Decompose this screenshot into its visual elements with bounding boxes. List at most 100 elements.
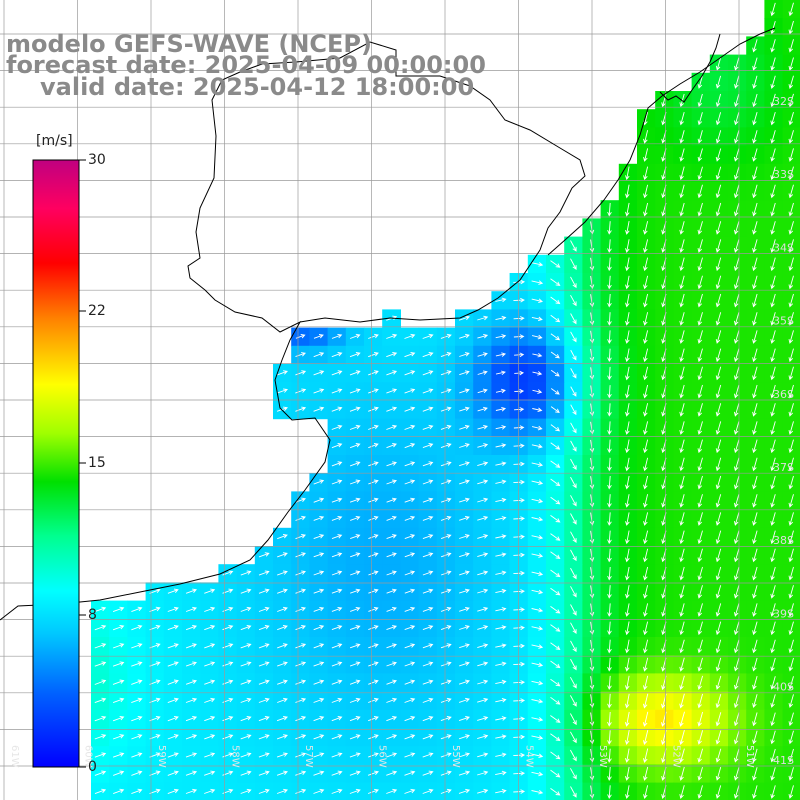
wind-arrow <box>477 370 488 375</box>
wind-arrow <box>112 679 125 685</box>
wind-arrow <box>531 262 544 267</box>
wind-arrow <box>295 734 307 740</box>
wind-arrow <box>643 585 649 599</box>
wind-arrow <box>679 585 685 599</box>
wind-arrow <box>788 2 794 17</box>
wind-arrow <box>733 239 740 253</box>
wind-arrow <box>313 788 325 794</box>
wind-arrow <box>386 370 398 376</box>
wind-arrow <box>550 624 561 632</box>
wind-arrow <box>477 643 489 649</box>
wind-arrow <box>295 716 307 722</box>
wind-arrow <box>570 622 577 634</box>
wind-arrow <box>531 298 544 304</box>
wind-arrow <box>697 166 703 180</box>
wind-arrow <box>715 57 722 71</box>
wind-arrow <box>570 368 577 379</box>
wind-arrow <box>404 752 416 758</box>
wind-arrow <box>277 625 288 631</box>
wind-arrow <box>276 770 288 776</box>
wind-arrow <box>570 404 577 416</box>
wind-arrow <box>440 716 452 722</box>
wind-arrow <box>733 384 740 399</box>
wind-arrow <box>295 534 306 540</box>
wind-arrow <box>550 642 561 650</box>
wind-arrow <box>258 588 270 594</box>
wind-arrow <box>331 333 343 339</box>
wind-arrow <box>570 567 577 580</box>
colorbar-tick-label: 30 <box>88 152 106 168</box>
wind-arrow <box>495 297 507 303</box>
wind-arrow <box>331 588 343 594</box>
wind-arrow <box>770 421 776 435</box>
wind-arrow <box>697 785 703 799</box>
wind-arrow <box>679 312 685 326</box>
wind-arrow <box>440 461 452 467</box>
wind-arrow <box>240 661 252 667</box>
wind-arrow <box>295 606 306 612</box>
wind-arrow <box>752 439 758 454</box>
wind-arrow <box>368 370 379 376</box>
wind-arrow <box>440 752 452 758</box>
wind-arrow <box>733 621 740 636</box>
wind-arrow <box>531 334 543 340</box>
wind-arrow <box>331 570 343 576</box>
wind-arrow <box>715 366 722 381</box>
wind-arrow <box>733 603 740 617</box>
wind-arrow <box>570 495 577 507</box>
wind-arrow <box>458 315 470 321</box>
wind-arrow <box>459 552 470 558</box>
wind-arrow <box>770 275 776 290</box>
wind-arrow <box>788 293 794 308</box>
wind-arrow <box>570 586 577 598</box>
wind-arrow <box>679 384 685 399</box>
wind-arrow <box>697 275 703 290</box>
wind-arrow <box>715 512 722 526</box>
wind-arrow <box>185 643 197 649</box>
wind-arrow <box>386 679 397 685</box>
wind-arrow <box>495 679 507 685</box>
wind-arrow <box>350 552 361 558</box>
wind-arrow <box>788 676 794 690</box>
wind-arrow <box>679 421 685 435</box>
wind-arrow <box>440 479 452 485</box>
wind-arrow <box>550 369 560 377</box>
wind-arrow <box>459 606 470 612</box>
wind-arrow <box>276 388 288 394</box>
wind-arrow <box>607 675 612 691</box>
wind-arrow <box>386 497 397 503</box>
wind-arrow <box>643 293 649 308</box>
wind-arrow <box>624 675 630 691</box>
wind-arrow <box>625 366 630 381</box>
wind-arrow <box>167 643 179 649</box>
wind-arrow <box>313 406 325 412</box>
wind-arrow <box>240 734 252 740</box>
wind-arrow <box>715 221 722 235</box>
wind-arrow <box>697 494 703 508</box>
wind-arrow <box>331 697 343 703</box>
wind-arrow <box>185 661 197 667</box>
wind-arrow <box>697 730 704 745</box>
wind-arrow <box>495 352 507 357</box>
wind-arrow <box>679 166 685 181</box>
wind-arrow <box>788 166 794 181</box>
wind-arrow <box>625 166 630 181</box>
wind-arrow <box>752 730 758 745</box>
wind-arrow <box>295 770 307 776</box>
wind-arrow <box>295 661 307 667</box>
wind-arrow <box>788 403 794 417</box>
wind-arrow <box>643 603 649 617</box>
wind-arrow <box>331 716 343 722</box>
wind-arrow <box>131 752 143 758</box>
wind-arrow <box>607 257 612 272</box>
wind-arrow <box>386 752 398 758</box>
wind-arrow <box>697 711 704 727</box>
wind-arrow <box>368 515 379 521</box>
wind-arrow <box>422 370 434 376</box>
wind-arrow <box>331 370 343 376</box>
wind-arrow <box>386 515 397 521</box>
wind-arrow <box>422 661 434 667</box>
wind-arrow <box>477 333 489 339</box>
wind-arrow <box>495 497 507 503</box>
wind-arrow <box>295 497 306 503</box>
